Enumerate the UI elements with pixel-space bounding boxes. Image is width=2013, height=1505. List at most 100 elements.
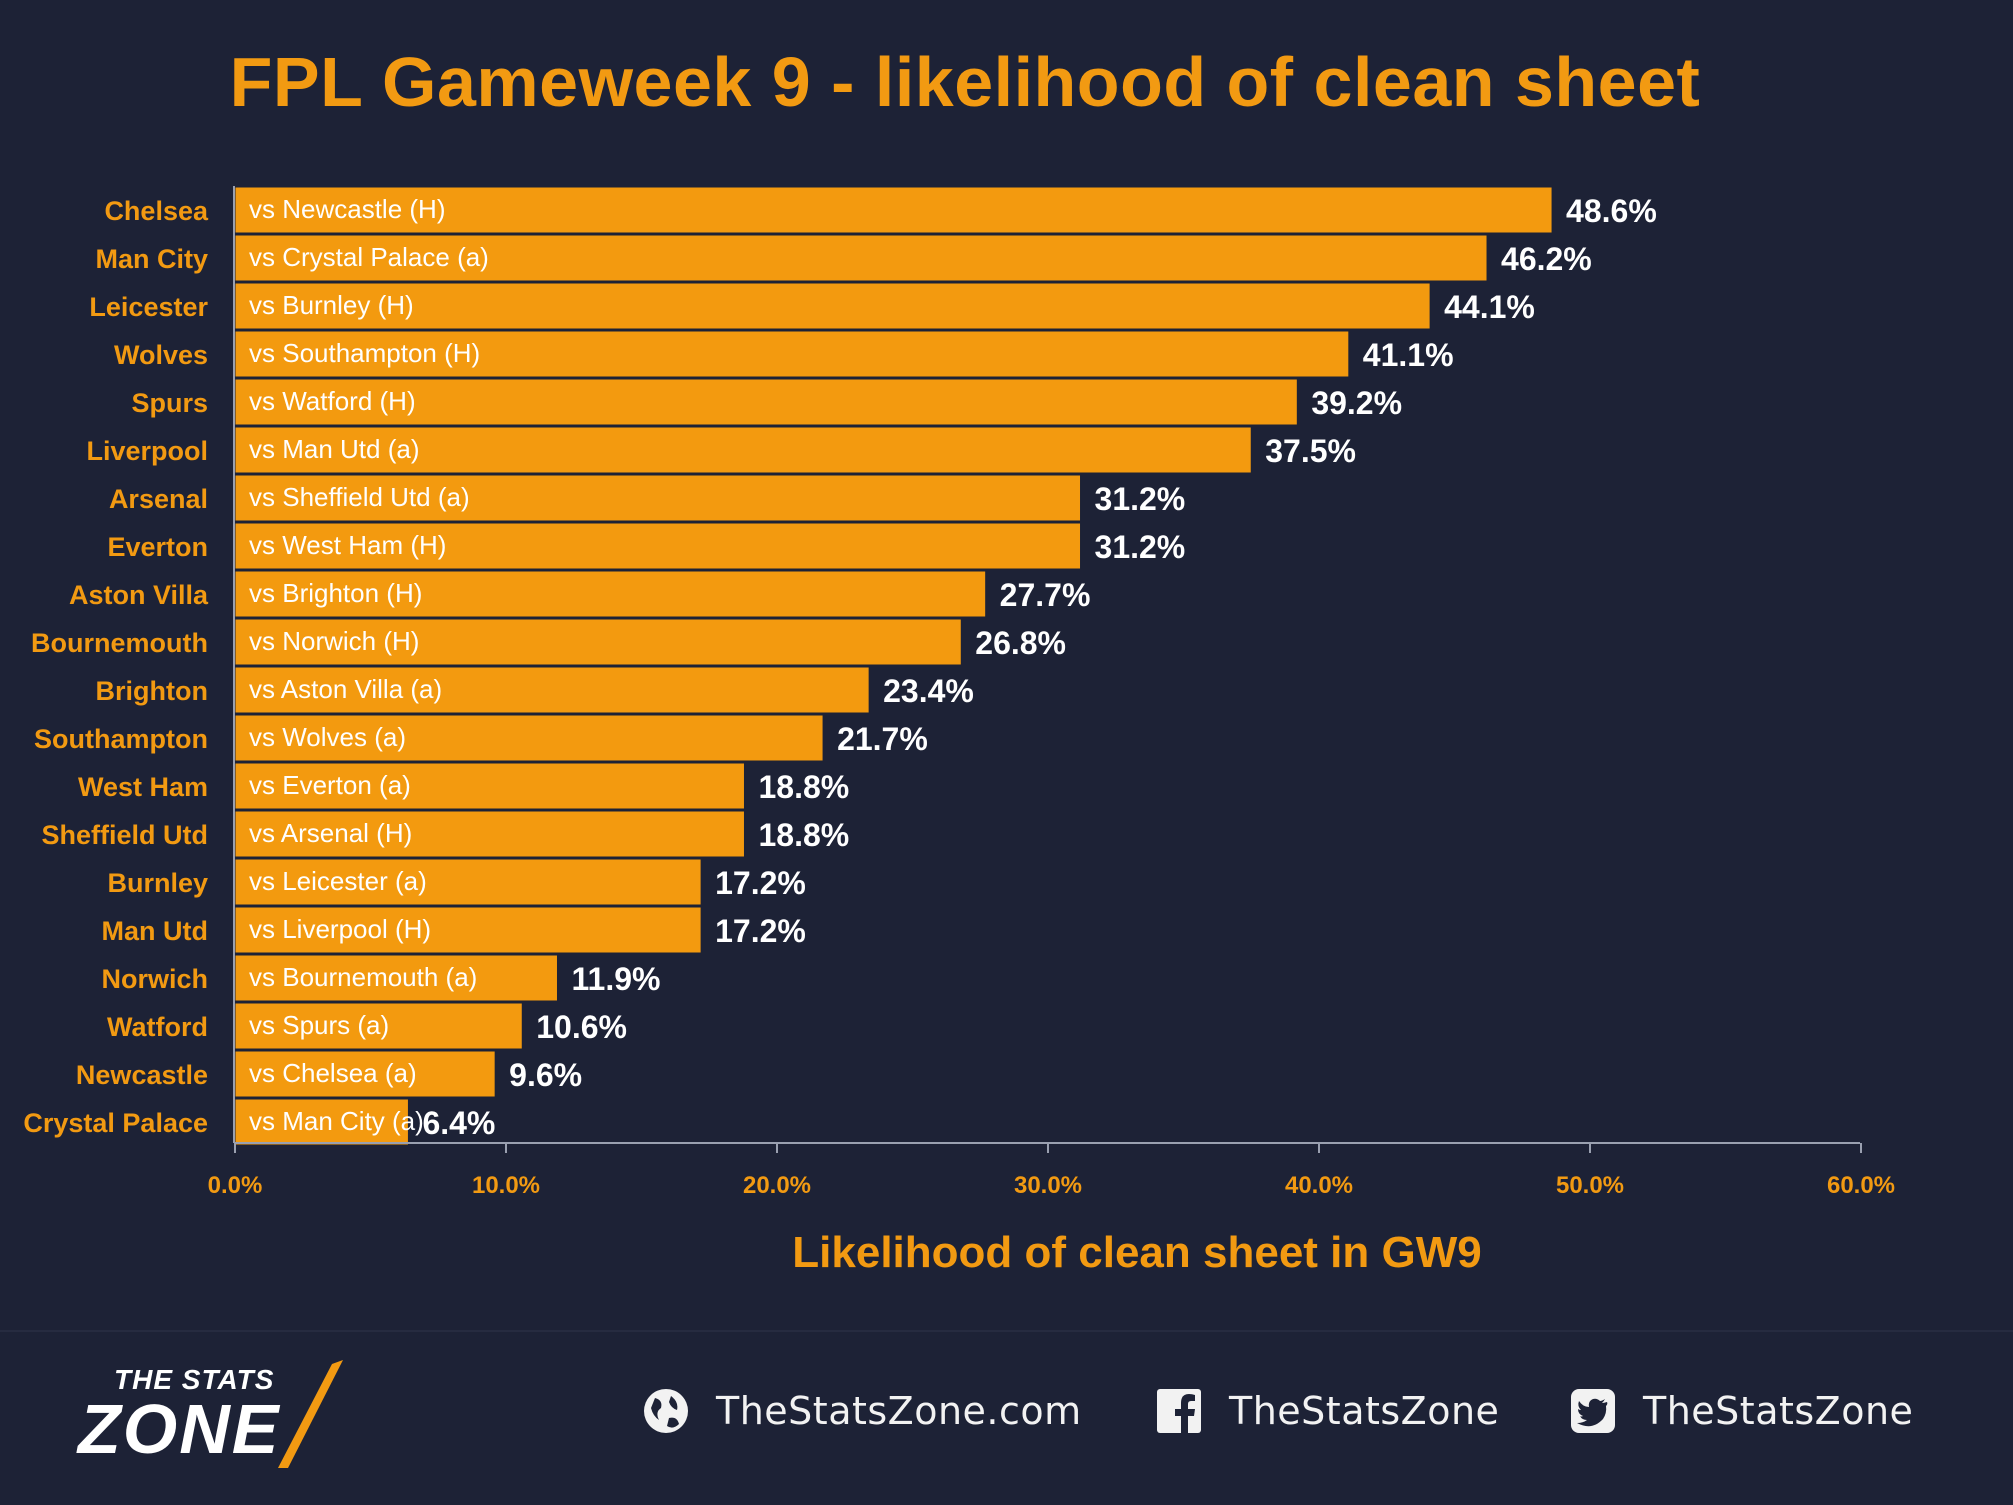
x-tick-label: 30.0% — [1014, 1172, 1082, 1199]
value-label: 18.8% — [758, 817, 849, 853]
fixture-label: vs Leicester (a) — [249, 866, 427, 896]
team-label: Everton — [107, 532, 208, 562]
team-label: Chelsea — [104, 196, 209, 226]
stats-zone-logo[interactable]: THE STATS ZONE — [78, 1360, 418, 1470]
fixture-label: vs Man Utd (a) — [249, 434, 420, 464]
team-label: Wolves — [114, 340, 208, 370]
value-label: 44.1% — [1444, 289, 1535, 325]
fixture-label: vs Norwich (H) — [249, 626, 419, 656]
value-label: 46.2% — [1501, 241, 1592, 277]
team-label: Burnley — [107, 868, 208, 898]
bar — [234, 906, 702, 954]
bar — [234, 234, 1488, 282]
team-label: Brighton — [96, 676, 208, 706]
x-tick-label: 10.0% — [472, 1172, 540, 1199]
team-label: West Ham — [78, 772, 208, 802]
team-label: Southampton — [34, 724, 208, 754]
team-label: Newcastle — [76, 1060, 208, 1090]
logo-top-text: THE STATS — [114, 1364, 275, 1395]
fixture-label: vs Burnley (H) — [249, 290, 414, 320]
bar — [234, 762, 745, 810]
fixture-label: vs Crystal Palace (a) — [249, 242, 489, 272]
bar — [234, 330, 1350, 378]
bar — [234, 954, 558, 1002]
value-label: 37.5% — [1265, 433, 1356, 469]
bar — [234, 474, 1082, 522]
website-text: TheStatsZone.com — [716, 1389, 1082, 1433]
fixture-label: vs Brighton (H) — [249, 578, 422, 608]
fixture-label: vs Liverpool (H) — [249, 914, 431, 944]
fixture-label: vs Aston Villa (a) — [249, 674, 442, 704]
facebook-icon — [1153, 1386, 1205, 1436]
fixture-label: vs Arsenal (H) — [249, 818, 412, 848]
bar — [234, 666, 870, 714]
x-tick-label: 20.0% — [743, 1172, 811, 1199]
team-label: Liverpool — [86, 436, 208, 466]
value-label: 10.6% — [536, 1009, 627, 1045]
value-label: 6.4% — [422, 1105, 495, 1141]
value-label: 48.6% — [1566, 193, 1657, 229]
facebook-link[interactable]: TheStatsZone — [1153, 1386, 1499, 1436]
bar — [234, 1002, 523, 1050]
x-tick-label: 40.0% — [1285, 1172, 1353, 1199]
value-label: 18.8% — [758, 769, 849, 805]
fixture-label: vs West Ham (H) — [249, 530, 446, 560]
bar — [234, 378, 1298, 426]
team-label: Arsenal — [109, 484, 208, 514]
twitter-text: TheStatsZone — [1643, 1389, 1914, 1433]
twitter-link[interactable]: TheStatsZone — [1567, 1386, 1913, 1436]
bar — [234, 1050, 496, 1098]
value-label: 17.2% — [715, 865, 806, 901]
team-label: Aston Villa — [69, 580, 209, 610]
bar — [234, 186, 1553, 234]
x-tick-label: 50.0% — [1556, 1172, 1624, 1199]
logo-bottom-text: ZONE — [78, 1390, 281, 1468]
bar — [234, 426, 1252, 474]
fixture-label: vs Wolves (a) — [249, 722, 406, 752]
value-label: 27.7% — [1000, 577, 1091, 613]
value-label: 39.2% — [1311, 385, 1402, 421]
bar — [234, 282, 1431, 330]
fixture-label: vs Man City (a) — [249, 1106, 424, 1136]
fixture-label: vs Southampton (H) — [249, 338, 480, 368]
fixture-label: vs Sheffield Utd (a) — [249, 482, 470, 512]
chart-title: FPL Gameweek 9 - likelihood of clean she… — [229, 43, 1701, 121]
team-label: Leicester — [89, 292, 208, 322]
footer-divider — [0, 1330, 2013, 1332]
team-label: Watford — [107, 1012, 208, 1042]
fixture-label: vs Chelsea (a) — [249, 1058, 417, 1088]
team-label: Sheffield Utd — [42, 820, 209, 850]
twitter-icon — [1567, 1386, 1619, 1436]
bar — [234, 714, 824, 762]
value-label: 23.4% — [883, 673, 974, 709]
value-label: 11.9% — [571, 961, 660, 997]
value-label: 17.2% — [715, 913, 806, 949]
bar — [234, 858, 702, 906]
team-label: Bournemouth — [31, 628, 208, 658]
value-label: 41.1% — [1363, 337, 1454, 373]
x-tick-label: 0.0% — [208, 1172, 263, 1199]
fixture-label: vs Bournemouth (a) — [249, 962, 477, 992]
team-label: Spurs — [131, 388, 208, 418]
logo-swoosh-icon — [278, 1360, 343, 1468]
team-label: Man Utd — [102, 916, 208, 946]
value-label: 31.2% — [1095, 529, 1186, 565]
x-tick-label: 60.0% — [1827, 1172, 1895, 1199]
value-label: 21.7% — [837, 721, 928, 757]
globe-icon — [640, 1386, 692, 1436]
bar — [234, 810, 745, 858]
website-link[interactable]: TheStatsZone.com — [640, 1386, 1082, 1436]
fixture-label: vs Newcastle (H) — [249, 194, 445, 224]
x-axis-title: Likelihood of clean sheet in GW9 — [792, 1228, 1481, 1277]
value-label: 26.8% — [975, 625, 1066, 661]
fixture-label: vs Everton (a) — [249, 770, 411, 800]
value-label: 9.6% — [509, 1057, 582, 1093]
bar — [234, 522, 1082, 570]
facebook-text: TheStatsZone — [1229, 1389, 1500, 1433]
team-label: Crystal Palace — [23, 1108, 208, 1138]
team-label: Norwich — [101, 964, 208, 994]
bar-chart: Chelsea vs Newcastle (H) 48.6% Man City vs C… — [23, 186, 1895, 1277]
fixture-label: vs Watford (H) — [249, 386, 416, 416]
value-label: 31.2% — [1095, 481, 1186, 517]
fixture-label: vs Spurs (a) — [249, 1010, 389, 1040]
